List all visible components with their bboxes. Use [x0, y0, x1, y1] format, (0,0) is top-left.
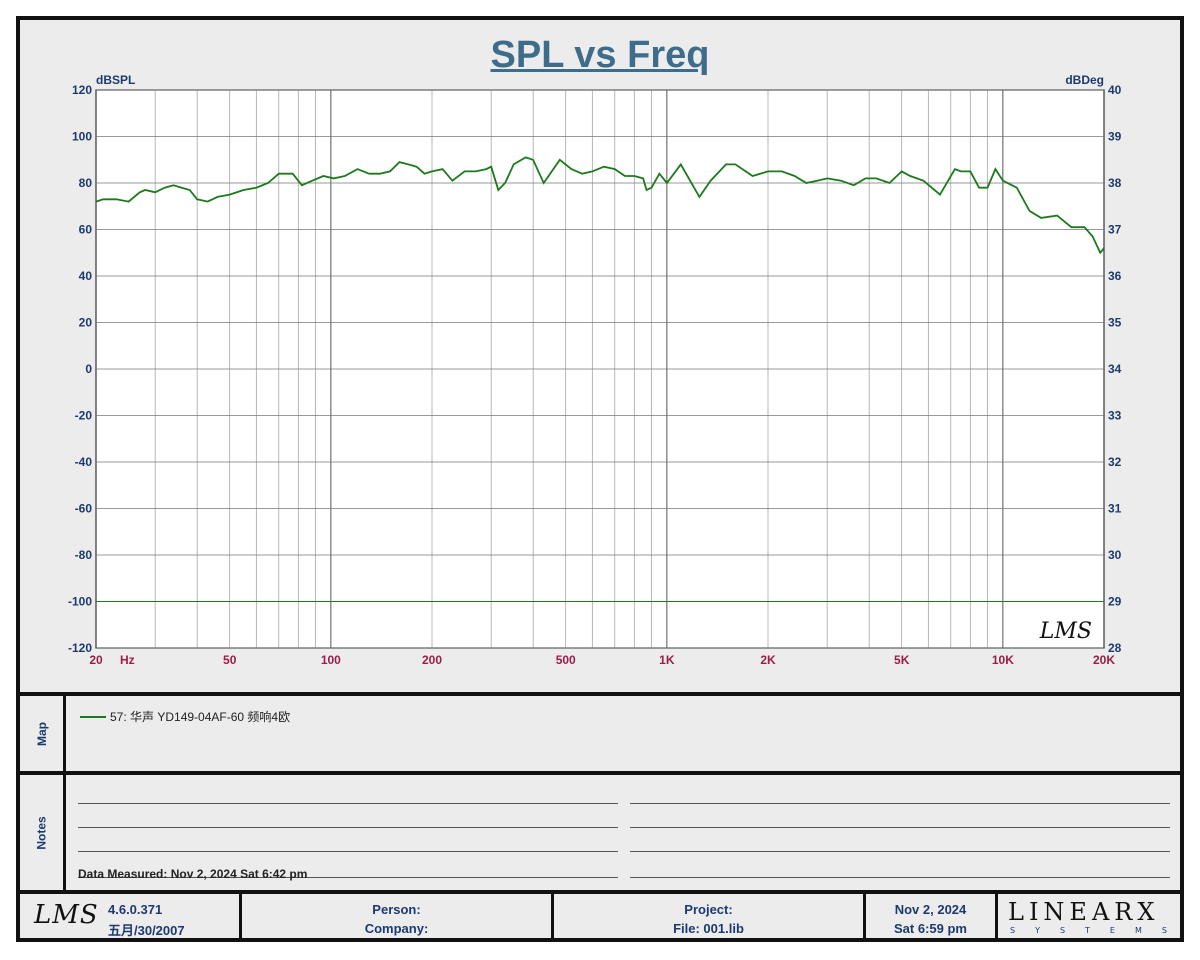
version-number: 4.6.0.371 [108, 902, 163, 917]
note-line [630, 803, 1170, 804]
y-tick-label-right: 29 [1108, 595, 1122, 609]
y-tick-label-right: 33 [1108, 409, 1122, 423]
x-tick-label: 20 [89, 653, 103, 667]
y-tick-label-right: 31 [1108, 502, 1122, 516]
note-line [78, 803, 618, 804]
footer-time: Sat 6:59 pm [894, 921, 967, 936]
y-tick-label-left: 60 [79, 223, 93, 237]
map-label: Map [20, 696, 66, 771]
y-tick-label-right: 37 [1108, 223, 1122, 237]
x-tick-label: 5K [894, 653, 910, 667]
data-measured: Data Measured: Nov 2, 2024 Sat 6:42 pm [78, 867, 308, 881]
y-tick-label-right: 40 [1108, 83, 1122, 97]
chart-title: SPL vs Freq [490, 34, 710, 76]
footer-person-cell: Person: Company: [242, 894, 554, 942]
y-tick-label-left: 20 [79, 316, 93, 330]
x-tick-label: 50 [223, 653, 237, 667]
y-tick-label-left: -120 [68, 641, 92, 655]
footer-project-cell: Project: File: 001.lib [554, 894, 866, 942]
footer-date-cell: Nov 2, 2024 Sat 6:59 pm [866, 894, 998, 942]
x-tick-label: 100 [321, 653, 341, 667]
y-tick-label-right: 39 [1108, 130, 1122, 144]
spl-chart: 120100806040200-20-40-60-80-100-12040393… [68, 73, 1122, 667]
note-line [630, 877, 1170, 878]
y-axis-label-left: dBSPL [96, 73, 135, 87]
x-tick-label: 500 [556, 653, 576, 667]
y-tick-label-left: 0 [85, 362, 92, 376]
chart-section: SPL vs Freq 120 100 80 60 40 20 0 -20 -40 -60 -80-… [20, 20, 1180, 692]
y-tick-label-right: 32 [1108, 455, 1122, 469]
lms-watermark: LMS [1039, 619, 1092, 644]
y-tick-label-right: 38 [1108, 176, 1122, 190]
y-tick-label-left: -40 [75, 455, 93, 469]
y-tick-label-left: 100 [72, 130, 92, 144]
spl-curve [95, 156, 1105, 255]
person-label: Person: [372, 902, 421, 917]
lms-logo: LMS [34, 900, 99, 930]
note-line [78, 851, 618, 852]
map-section: Map 57: 华声 YD149-04AF-60 频响4欧 [20, 696, 1180, 771]
project-label: Project: [684, 902, 733, 917]
y-tick-label-left: 40 [79, 269, 93, 283]
y-tick-label-right: 34 [1108, 362, 1122, 376]
y-tick-label-right: 30 [1108, 548, 1122, 562]
x-tick-label: 20K [1093, 653, 1115, 667]
divider [20, 890, 1180, 894]
y-axis-label-right: dBDeg [1065, 73, 1104, 87]
note-line [630, 851, 1170, 852]
y-tick-label-left: -20 [75, 409, 93, 423]
y-tick-label-right: 36 [1108, 269, 1122, 283]
divider [20, 692, 1180, 696]
note-line [78, 827, 618, 828]
footer: LMS 4.6.0.371 五月/30/2007 Person: Company… [20, 894, 1180, 942]
footer-version-cell: LMS 4.6.0.371 五月/30/2007 [20, 894, 242, 942]
y-tick-label-right: 28 [1108, 641, 1122, 655]
version-date: 五月/30/2007 [108, 923, 185, 938]
footer-date: Nov 2, 2024 [894, 902, 967, 917]
file-label: File: 001.lib [673, 921, 744, 936]
y-tick-label-left: -80 [75, 548, 93, 562]
y-tick-label-left: 120 [72, 83, 92, 97]
y-tick-label-left: -100 [68, 595, 92, 609]
note-line [630, 827, 1170, 828]
x-tick-label: 200 [422, 653, 442, 667]
x-tick-label: 2K [760, 653, 776, 667]
linearx-logo: LINEARX SYSTEMS [998, 894, 1180, 942]
x-tick-label: 10K [992, 653, 1014, 667]
window-frame: SPL vs Freq 120 100 80 60 40 20 0 -20 -40 -60 -80-… [16, 16, 1184, 942]
divider [20, 771, 1180, 775]
x-tick-label: 1K [659, 653, 675, 667]
legend-swatch [80, 716, 106, 718]
y-tick-label-left: 80 [79, 176, 93, 190]
y-tick-label-left: -60 [75, 502, 93, 516]
y-tick-label-right: 35 [1108, 316, 1122, 330]
systems-wordmark: SYSTEMS [1010, 926, 1187, 935]
x-tick-label: Hz [120, 653, 135, 667]
notes-label: Notes [20, 775, 66, 890]
company-label: Company: [364, 921, 429, 936]
legend-entry: 57: 华声 YD149-04AF-60 频响4欧 [110, 710, 291, 724]
notes-section: Notes Data Measured: Nov 2, 2024 Sat 6:4… [20, 775, 1180, 890]
linearx-wordmark: LINEARX [1008, 898, 1160, 926]
note-line [78, 877, 618, 878]
